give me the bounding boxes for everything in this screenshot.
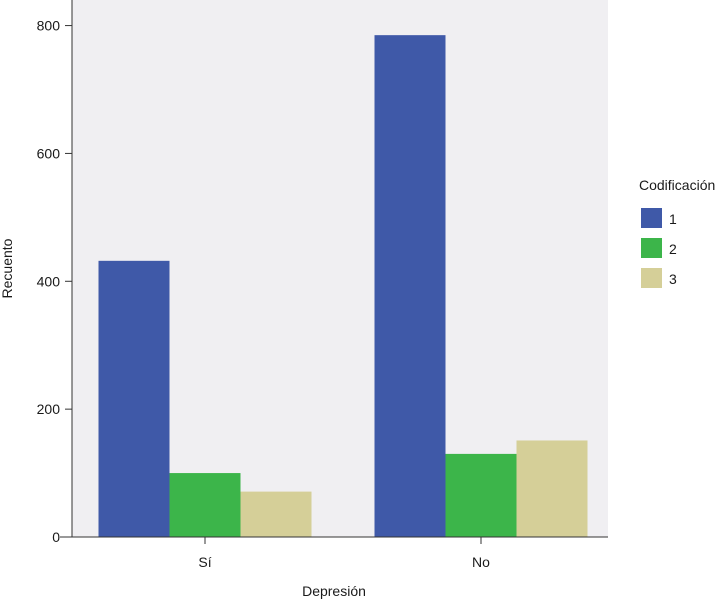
legend-title: Codificación — [639, 177, 715, 193]
y-tick-label: 800 — [37, 18, 61, 34]
legend-label-1: 1 — [669, 211, 677, 227]
x-tick-label: Sí — [198, 554, 211, 570]
bar-s-series-3 — [240, 491, 312, 537]
y-tick-label: 600 — [37, 145, 61, 161]
y-tick-label: 400 — [37, 273, 61, 289]
x-axis-title: Depresión — [302, 583, 366, 599]
y-axis-title: Recuento — [0, 238, 15, 298]
legend: Codificación 1 2 3 — [639, 177, 715, 288]
x-ticks-group: Sí No — [198, 537, 490, 570]
legend-label-3: 3 — [669, 271, 677, 287]
y-tick-label: 0 — [52, 529, 60, 545]
bar-no-series-1 — [374, 35, 446, 538]
legend-label-2: 2 — [669, 241, 677, 257]
y-ticks-group: 0 200 400 600 800 — [37, 18, 72, 545]
legend-swatch-2 — [641, 238, 662, 258]
legend-swatch-3 — [641, 268, 662, 288]
y-tick-label: 200 — [37, 401, 61, 417]
bars-group — [98, 35, 588, 538]
bar-no-series-2 — [445, 453, 517, 537]
legend-swatch-1 — [641, 208, 662, 228]
x-tick-label: No — [472, 554, 490, 570]
bar-no-series-3 — [516, 440, 588, 537]
bar-s-series-2 — [169, 473, 241, 537]
bar-s-series-1 — [98, 260, 170, 537]
